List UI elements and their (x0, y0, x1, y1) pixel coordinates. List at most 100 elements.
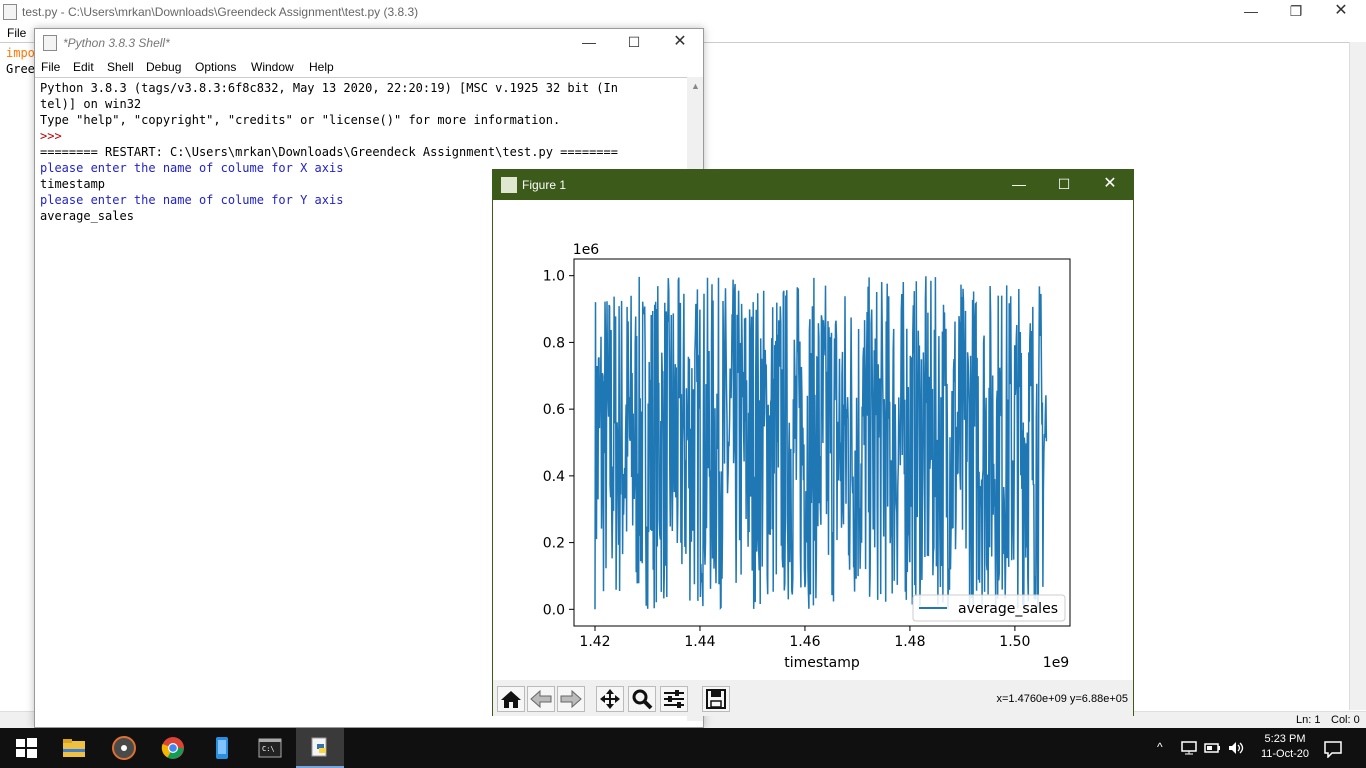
speaker-icon (1229, 742, 1244, 754)
series-line-average-sales (594, 276, 1048, 610)
editor-title: test.py - C:\Users\mrkan\Downloads\Green… (22, 5, 419, 19)
shell-title-bar[interactable]: *Python 3.8.3 Shell* — ☐ ✕ (35, 29, 703, 57)
legend-label: average_sales (958, 601, 1058, 617)
editor-title-bar[interactable]: test.py - C:\Users\mrkan\Downloads\Green… (0, 0, 1366, 24)
windows-logo-icon (16, 738, 37, 758)
matplotlib-icon (501, 177, 517, 193)
y-tick-label: 0.8 (543, 335, 565, 351)
menu-options[interactable]: Options (195, 60, 237, 74)
y-offset-label: 1e6 (573, 242, 600, 258)
volume-icon[interactable] (1227, 740, 1245, 759)
shell-prompt: >>> (40, 129, 69, 143)
x-tick-label: 1.48 (894, 634, 925, 650)
home-button[interactable] (497, 686, 525, 712)
start-button[interactable] (14, 736, 38, 760)
scroll-up-icon[interactable]: ▲ (691, 81, 700, 91)
forward-arrow-icon (560, 689, 582, 709)
pan-button[interactable] (596, 686, 624, 712)
x-tick-label: 1.42 (579, 634, 610, 650)
shell-restart-line: ======== RESTART: C:\Users\mrkan\Downloa… (40, 145, 618, 159)
x-offset-label: 1e9 (1043, 655, 1069, 671)
figure-maximize-button[interactable]: ☐ (1057, 176, 1071, 192)
back-arrow-icon (530, 689, 552, 709)
figure-toolbar: x=1.4760e+09 y=6.88e+05 (493, 680, 1133, 716)
x-axis-label: timestamp (784, 655, 860, 671)
shell-input-prompt: please enter the name of colume for Y ax… (40, 193, 344, 207)
editor-close-button[interactable]: ✕ (1334, 2, 1348, 19)
figure-minimize-button[interactable]: — (1012, 176, 1026, 192)
menu-file[interactable]: File (41, 60, 61, 74)
shell-maximize-button[interactable]: ☐ (627, 34, 641, 50)
x-tick-label: 1.50 (999, 634, 1030, 650)
x-tick-label: 1.44 (684, 634, 715, 650)
idle-file-icon (3, 4, 17, 20)
editor-maximize-button[interactable]: ❐ (1289, 3, 1303, 19)
terminal-icon: C:\ (258, 738, 282, 758)
taskbar-command-prompt[interactable]: C:\ (258, 736, 282, 760)
figure-title: Figure 1 (522, 178, 567, 192)
zoom-button[interactable] (628, 686, 656, 712)
chrome-icon (161, 737, 184, 759)
forward-button[interactable] (557, 686, 585, 712)
taskbar-chrome[interactable] (161, 736, 185, 760)
configure-subplots-button[interactable] (660, 686, 688, 712)
clock-time: 5:23 PM (1264, 733, 1306, 745)
media-disc-icon (112, 736, 136, 760)
figure-title-bar[interactable]: Figure 1 — ☐ ✕ (493, 170, 1133, 200)
shell-output-line: tel)] on win32 (40, 97, 142, 111)
shell-title: *Python 3.8.3 Shell* (63, 36, 170, 50)
y-tick-label: 0.0 (543, 602, 565, 618)
editor-code-line: Gree (6, 62, 35, 76)
menu-help[interactable]: Help (309, 60, 334, 74)
menu-debug[interactable]: Debug (146, 60, 182, 74)
y-ticks: 0.0 0.2 0.4 0.6 0.8 1.0 (543, 269, 574, 618)
folder-icon (63, 739, 85, 757)
editor-minimize-button[interactable]: — (1244, 3, 1258, 19)
taskbar-python-active[interactable] (296, 728, 344, 768)
shell-minimize-button[interactable]: — (582, 34, 596, 50)
move-icon (600, 689, 620, 709)
back-button[interactable] (527, 686, 555, 712)
x-tick-label: 1.46 (789, 634, 820, 650)
magnifier-icon (632, 689, 653, 710)
taskbar-phone-app[interactable] (210, 736, 234, 760)
shell-menu-bar: File Edit Shell Debug Options Window Hel… (35, 57, 703, 77)
battery-icon[interactable] (1204, 741, 1222, 758)
python-icon (311, 737, 327, 757)
sliders-icon (664, 690, 684, 708)
y-tick-label: 0.6 (543, 402, 565, 418)
menu-shell[interactable]: Shell (107, 60, 134, 74)
notification-center-button[interactable] (1323, 740, 1343, 761)
tray-chevron-up-icon[interactable]: ^ (1157, 740, 1163, 754)
editor-scrollbar[interactable] (1349, 42, 1366, 710)
cursor-coordinates: x=1.4760e+09 y=6.88e+05 (996, 693, 1128, 705)
shell-output-line: Python 3.8.3 (tags/v3.8.3:6f8c832, May 1… (40, 81, 618, 95)
menu-edit[interactable]: Edit (73, 60, 94, 74)
phone-icon (216, 737, 228, 759)
editor-menu-file[interactable]: File (7, 26, 27, 40)
network-icon[interactable] (1181, 740, 1199, 759)
legend: average_sales (912, 594, 1066, 622)
menu-window[interactable]: Window (251, 60, 294, 74)
x-ticks: 1.42 1.44 1.46 1.48 1.50 (579, 626, 1030, 650)
idle-shell-icon (43, 35, 57, 51)
taskbar: C:\ ^ 5:23 PM 11-Oct-20 (0, 728, 1366, 768)
y-tick-label: 1.0 (543, 269, 565, 285)
editor-code-line: impo (6, 46, 35, 60)
y-tick-label: 0.2 (543, 536, 565, 552)
svg-text:C:\: C:\ (262, 745, 275, 753)
shell-text-area[interactable]: Python 3.8.3 (tags/v3.8.3:6f8c832, May 1… (35, 77, 687, 722)
home-icon (501, 691, 521, 708)
status-column: Col: 0 (1331, 714, 1360, 726)
legend-box (912, 594, 1066, 622)
shell-user-input: timestamp (40, 177, 106, 191)
clock[interactable]: 5:23 PM 11-Oct-20 (1258, 732, 1312, 762)
shell-user-input: average_sales (40, 209, 134, 223)
network-monitor-icon (1181, 741, 1197, 755)
plot-canvas[interactable]: 1.42 1.44 1.46 1.48 1.50 0.00.20.40.60.81.0 … (493, 200, 1133, 680)
save-button[interactable] (702, 686, 730, 712)
taskbar-file-explorer[interactable] (62, 736, 86, 760)
figure-close-button[interactable]: ✕ (1103, 175, 1117, 192)
shell-close-button[interactable]: ✕ (673, 33, 687, 50)
taskbar-media-player[interactable] (112, 736, 136, 760)
